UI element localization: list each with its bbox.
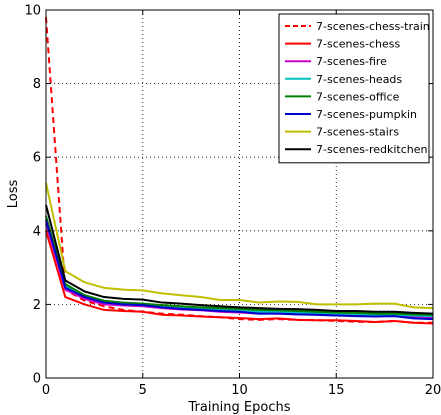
y-tick-label: 0 — [33, 372, 41, 387]
x-tick-label: 20 — [425, 383, 441, 398]
series-line-7-scenes-stairs — [45, 182, 434, 310]
x-tick-label: 5 — [139, 383, 147, 398]
legend-label: 7-scenes-pumpkin — [316, 108, 417, 121]
y-tick-label: 8 — [33, 77, 41, 92]
x-tick-label: 10 — [231, 383, 248, 398]
y-tick-label: 6 — [33, 151, 41, 166]
y-axis-label: Loss — [6, 180, 21, 209]
y-tick-label: 2 — [33, 298, 41, 313]
x-tick-label: 0 — [42, 383, 50, 398]
legend: 7-scenes-chess-train 7-scenes-chess 7-scen… — [278, 13, 430, 164]
legend-label: 7-scenes-office — [316, 90, 400, 103]
y-tick-label: 4 — [33, 224, 41, 239]
y-tick-label: 10 — [24, 4, 41, 19]
series-line-7-scenes-office — [45, 215, 434, 316]
series-line-7-scenes-redkitchen — [45, 204, 434, 315]
legend-box — [278, 13, 430, 164]
series-line-7-scenes-chess — [45, 230, 434, 325]
legend-label: 7-scenes-chess-train — [316, 20, 430, 33]
legend-label: 7-scenes-heads — [316, 73, 402, 86]
x-axis-label: Training Epochs — [187, 400, 290, 415]
legend-label: 7-scenes-stairs — [316, 126, 399, 139]
legend-label: 7-scenes-fire — [316, 55, 387, 68]
legend-label: 7-scenes-redkitchen — [316, 143, 428, 156]
x-tick-label: 15 — [328, 383, 345, 398]
axis-ticks: 0 5 10 15 20 0 2 4 6 8 10 — [24, 4, 441, 399]
plot-series — [45, 17, 434, 325]
legend-label: 7-scenes-chess — [316, 38, 400, 51]
series-line-7-scenes-pumpkin — [45, 219, 434, 321]
